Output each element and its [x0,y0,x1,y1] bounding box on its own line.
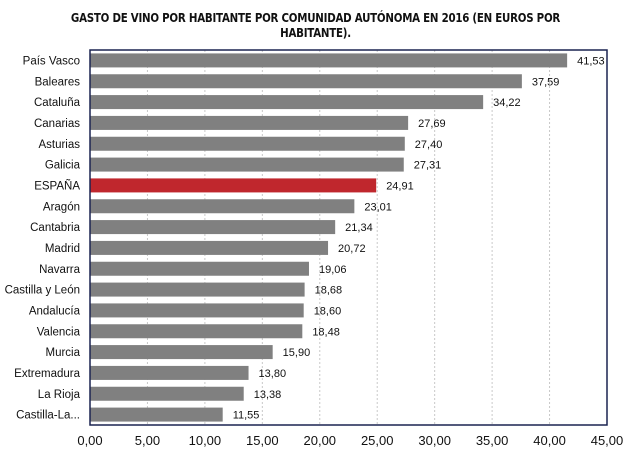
plot-frame [89,49,608,426]
x-tick-label: 25,00 [361,433,394,448]
category-label: Navarra [39,264,81,276]
bar [90,345,273,360]
bar [90,115,409,130]
bar [90,365,249,380]
category-label: Galicia [45,160,81,172]
value-label: 27,31 [414,160,442,172]
value-label: 19,06 [319,264,347,276]
x-tick-label: 45,00 [591,433,624,448]
category-label: Baleares [35,76,81,88]
bar [90,95,484,110]
x-tick-label: 5,00 [135,433,160,448]
bar [90,407,223,422]
bar [90,136,405,151]
value-label: 24,91 [386,180,414,192]
category-label: Murcia [45,347,80,359]
category-label: Castilla-La... [16,410,80,422]
category-label: País Vasco [23,55,80,67]
value-label: 18,68 [315,285,343,297]
value-label: 23,01 [364,201,392,213]
value-label: 18,48 [312,326,340,338]
value-label: 41,53 [577,55,605,67]
x-tick-label: 40,00 [533,433,566,448]
value-label: 21,34 [345,222,373,234]
value-label: 13,80 [259,368,287,380]
bar [90,282,305,297]
category-label: Valencia [37,326,81,338]
category-label: Aragón [43,201,80,213]
category-label: Canarias [34,118,80,130]
value-label: 37,59 [532,76,560,88]
bar [90,386,244,401]
bar [90,220,336,235]
value-label: 11,55 [233,410,260,422]
category-label: Castilla y León [5,285,80,297]
category-label: ESPAÑA [34,179,80,192]
category-label: Asturias [38,139,80,151]
x-tick-label: 30,00 [418,433,451,448]
value-label: 15,90 [283,347,311,359]
category-label: Cantabria [30,222,80,234]
x-tick-label: 10,00 [189,433,222,448]
bar [90,303,304,318]
chart-title: GASTO DE VINO POR HABITANTE POR COMUNIDA… [70,10,561,40]
bar [90,74,522,89]
value-label: 27,69 [418,118,446,130]
category-label: Andalucía [29,305,81,317]
x-tick-label: 0,00 [77,433,102,448]
value-label: 13,38 [254,389,282,401]
category-label: Cataluña [34,97,81,109]
bar [90,240,329,255]
category-label: La Rioja [38,389,81,401]
x-tick-label: 35,00 [476,433,509,448]
value-label: 34,22 [493,97,521,109]
value-label: 20,72 [338,243,366,255]
bar [90,199,355,214]
bar [90,157,404,172]
x-tick-label: 15,00 [246,433,279,448]
value-label: 18,60 [314,305,342,317]
category-label: Madrid [45,243,80,255]
x-tick-label: 20,00 [304,433,337,448]
category-label: Extremadura [14,368,80,380]
bar [90,53,568,68]
bar [90,261,309,276]
value-label: 27,40 [415,139,443,151]
bar [90,178,377,193]
bar [90,324,303,339]
